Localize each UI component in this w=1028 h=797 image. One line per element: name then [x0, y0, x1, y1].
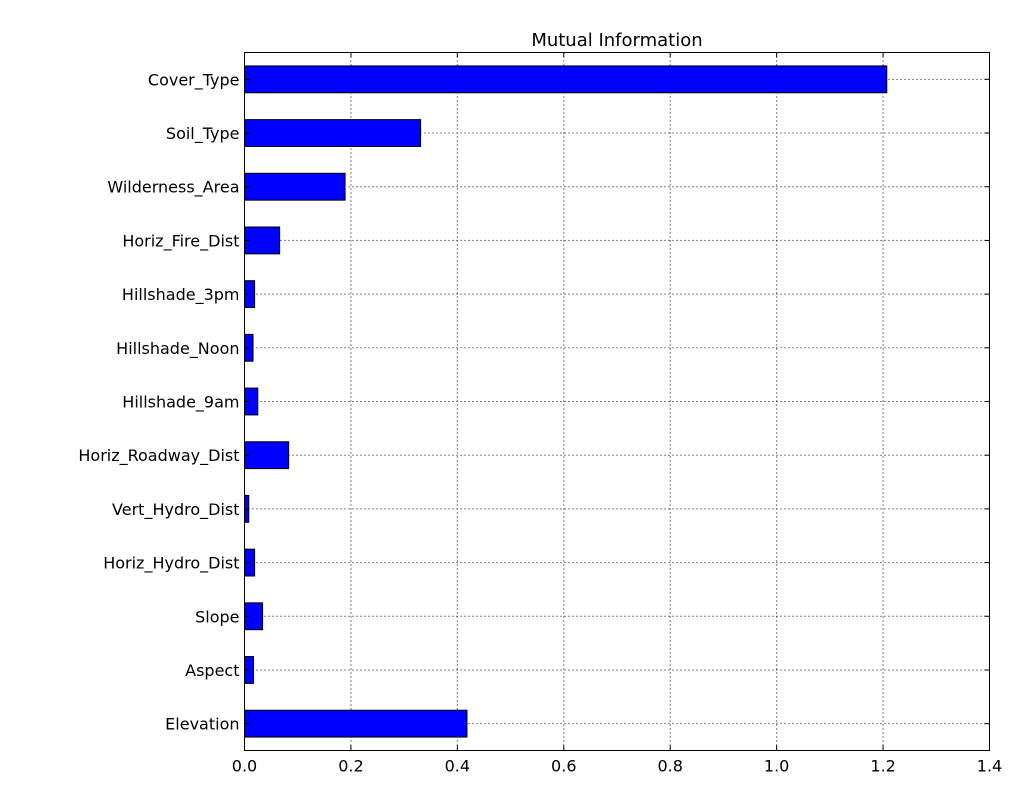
y-tick-label: Horiz_Hydro_Dist — [103, 554, 239, 574]
bar-horiz-fire-dist — [244, 226, 281, 255]
bar-cover-type — [244, 65, 888, 94]
y-tick-label: Hillshade_Noon — [116, 339, 239, 359]
x-tick-label: 0.6 — [551, 757, 576, 776]
x-tick-label: 1.2 — [870, 757, 895, 776]
axis-ticks — [244, 52, 990, 751]
x-tick-label: 0.4 — [445, 757, 470, 776]
grid-lines — [244, 52, 990, 751]
y-tick-label: Horiz_Roadway_Dist — [78, 446, 239, 466]
y-tick-label: Vert_Hydro_Dist — [112, 500, 239, 520]
y-tick-label: Soil_Type — [166, 124, 240, 144]
y-tick-label: Aspect — [185, 661, 239, 680]
x-tick-label: 1.0 — [764, 757, 789, 776]
bar-wilderness-area — [244, 172, 346, 201]
y-tick-label: Hillshade_3pm — [122, 285, 240, 305]
tick-labels: 0.0 0.2 0.4 0.6 0.8 1.0 1.2 1.4 Cover_Type Soil_T… — [78, 70, 1002, 775]
y-tick-label: Hillshade_9am — [122, 393, 239, 413]
y-tick-label: Slope — [195, 607, 239, 626]
y-tick-label: Horiz_Fire_Dist — [122, 231, 239, 251]
y-tick-label: Wilderness_Area — [107, 178, 239, 198]
x-tick-label: 0.8 — [657, 757, 682, 776]
y-tick-label: Cover_Type — [148, 70, 240, 90]
bars — [244, 65, 888, 738]
x-tick-label: 0.2 — [338, 757, 363, 776]
bar-soil-type — [244, 119, 422, 147]
y-tick-label: Elevation — [165, 715, 239, 734]
x-tick-label: 0.0 — [232, 757, 257, 776]
chart-title: Mutual Information — [531, 30, 702, 51]
x-tick-label: 1.4 — [977, 757, 1002, 776]
bar-elevation — [244, 709, 468, 738]
bar-horiz-roadway-dist — [244, 441, 290, 470]
